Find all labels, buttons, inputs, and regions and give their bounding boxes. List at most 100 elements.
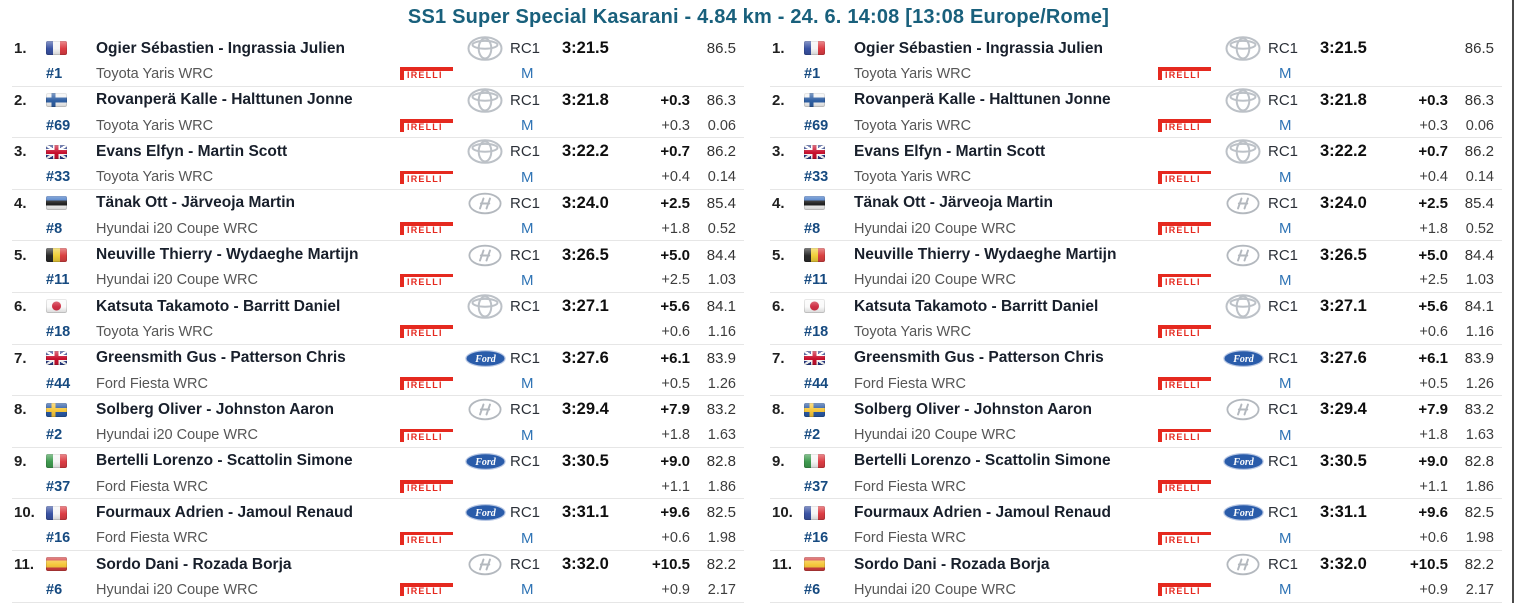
result-row[interactable]: 11. #6 Sordo Dani - Rozada Borja Hyundai… [770,551,1502,603]
average-speed: 82.5 [1464,504,1494,522]
crew-names-link[interactable]: Neuville Thierry - Wydaeghe Martijn [854,246,1117,264]
country-flag-icon [804,143,854,161]
result-row[interactable]: 11. #6 Sordo Dani - Rozada Borja Hyundai… [12,551,744,603]
crew-names-link[interactable]: Sordo Dani - Rozada Borja [96,555,292,573]
crew-names-link[interactable]: Rovanperä Kalle - Halttunen Jonne [96,91,353,109]
result-row[interactable]: 3. #33 Evans Elfyn - Martin Scott Toyota… [770,138,1502,190]
result-row[interactable]: 10. #16 Fourmaux Adrien - Jamoul Renaud … [770,499,1502,551]
crew-names-link[interactable]: Rovanperä Kalle - Halttunen Jonne [854,91,1111,109]
result-row[interactable]: 1. #1 Ogier Sébastien - Ingrassia Julien… [770,35,1502,87]
car-model: Ford Fiesta WRC [854,530,966,547]
manufacturer-logo: Ford [460,244,510,267]
result-row[interactable]: 4. #8 Tänak Ott - Järveoja Martin Hyunda… [770,190,1502,242]
speed-difference: 1.98 [1465,530,1494,547]
crew-names-link[interactable]: Evans Elfyn - Martin Scott [854,142,1046,160]
pirelli-tyre-logo: IRELLI [1158,170,1218,184]
ford-logo-icon: Ford [464,504,506,522]
crew-names-link[interactable]: Solberg Oliver - Johnston Aaron [96,400,334,418]
crew-names-link[interactable]: Greensmith Gus - Patterson Chris [96,349,346,367]
toyota-logo-icon [467,36,503,61]
result-row[interactable]: 6. #18 Katsuta Takamoto - Barritt Daniel… [770,293,1502,345]
car-number: #18 [46,323,71,340]
crew-names-link[interactable]: Greensmith Gus - Patterson Chris [854,349,1104,367]
result-row[interactable]: 8. #2 Solberg Oliver - Johnston Aaron Hy… [12,396,744,448]
average-speed: 82.5 [706,504,736,522]
speed-difference: 2.17 [707,581,736,598]
manufacturer-logo: Ford [1218,36,1268,61]
pirelli-tyre-logo: IRELLI [1158,325,1218,339]
crew-names-link[interactable]: Bertelli Lorenzo - Scattolin Simone [854,452,1111,470]
result-row[interactable]: 5. #11 Neuville Thierry - Wydaeghe Marti… [770,241,1502,293]
class-label: RC1 [510,143,541,161]
results-table-right: 1. #1 Ogier Sébastien - Ingrassia Julien… [758,35,1516,603]
crew-names-link[interactable]: Sordo Dani - Rozada Borja [854,555,1050,573]
result-row[interactable]: 7. #44 Greensmith Gus - Patterson Chris … [770,345,1502,397]
gap-to-previous: +0.4 [661,169,690,186]
result-row[interactable]: 9. #37 Bertelli Lorenzo - Scattolin Simo… [770,448,1502,500]
country-flag-icon [46,91,96,109]
tyre-compound: M [521,375,534,392]
class-label: RC1 [1268,298,1299,316]
pirelli-tyre-logo: IRELLI [1158,67,1218,81]
crew-names-link[interactable]: Evans Elfyn - Martin Scott [96,142,288,160]
manufacturer-logo: Ford [1218,452,1268,470]
car-number: #8 [46,220,63,237]
toyota-logo-icon [1225,294,1261,319]
class-label: RC1 [510,91,541,109]
result-row[interactable]: 1. #1 Ogier Sébastien - Ingrassia Julien… [12,35,744,87]
result-row[interactable]: 8. #2 Solberg Oliver - Johnston Aaron Hy… [770,396,1502,448]
crew-names-link[interactable]: Ogier Sébastien - Ingrassia Julien [854,39,1103,57]
result-row[interactable]: 3. #33 Evans Elfyn - Martin Scott Toyota… [12,138,744,190]
crew-names-link[interactable]: Fourmaux Adrien - Jamoul Renaud [96,503,353,521]
result-row[interactable]: 5. #11 Neuville Thierry - Wydaeghe Marti… [12,241,744,293]
tyre-compound: M [1279,529,1292,547]
result-row[interactable]: 7. #44 Greensmith Gus - Patterson Chris … [12,345,744,397]
country-flag-icon [804,194,854,212]
result-row[interactable]: 10. #16 Fourmaux Adrien - Jamoul Renaud … [12,499,744,551]
crew-names-link[interactable]: Fourmaux Adrien - Jamoul Renaud [854,503,1111,521]
speed-difference: 0.14 [707,169,736,186]
pirelli-tyre-logo: IRELLI [400,67,460,81]
pirelli-icon: IRELLI [1158,428,1211,442]
pirelli-icon: IRELLI [1158,480,1211,494]
svg-text:Ford: Ford [474,457,497,468]
stage-time: 3:21.5 [1320,39,1367,58]
svg-text:Ford: Ford [1232,457,1255,468]
flag-icon [46,93,67,107]
car-number: #2 [804,427,821,444]
crew-names-link[interactable]: Tänak Ott - Järveoja Martin [854,194,1053,212]
pirelli-tyre-logo: IRELLI [400,583,460,597]
result-row[interactable]: 2. #69 Rovanperä Kalle - Halttunen Jonne… [12,87,744,139]
crew-names-link[interactable]: Katsuta Takamoto - Barritt Daniel [96,297,341,315]
class-label: RC1 [510,401,541,419]
stage-time: 3:26.5 [562,245,609,264]
car-model: Toyota Yaris WRC [854,169,972,186]
crew-names-link[interactable]: Ogier Sébastien - Ingrassia Julien [96,39,345,57]
gap-to-leader: +7.9 [1418,401,1448,419]
result-row[interactable]: 4. #8 Tänak Ott - Järveoja Martin Hyunda… [12,190,744,242]
stage-time: 3:24.0 [1320,193,1367,212]
car-model: Toyota Yaris WRC [854,323,972,340]
manufacturer-logo: Ford [460,349,510,367]
class-label: RC1 [1268,246,1299,264]
result-row[interactable]: 9. #37 Bertelli Lorenzo - Scattolin Simo… [12,448,744,500]
crew-names-link[interactable]: Neuville Thierry - Wydaeghe Martijn [96,246,359,264]
average-speed: 84.1 [706,298,736,316]
average-speed: 82.8 [1464,452,1494,470]
car-model: Ford Fiesta WRC [854,375,966,392]
crew-names-link[interactable]: Katsuta Takamoto - Barritt Daniel [854,297,1099,315]
crew-names-link[interactable]: Tänak Ott - Järveoja Martin [96,194,295,212]
speed-difference: 1.98 [707,530,736,547]
gap-to-previous: +0.6 [661,323,690,340]
flag-icon [804,557,825,572]
tyre-compound: M [521,271,534,289]
crew-names-link[interactable]: Bertelli Lorenzo - Scattolin Simone [96,452,353,470]
result-row[interactable]: 6. #18 Katsuta Takamoto - Barritt Daniel… [12,293,744,345]
manufacturer-logo: Ford [1218,349,1268,367]
result-row[interactable]: 2. #69 Rovanperä Kalle - Halttunen Jonne… [770,87,1502,139]
average-speed: 86.3 [1464,91,1494,109]
position-number: 8. [772,401,785,419]
crew-names-link[interactable]: Solberg Oliver - Johnston Aaron [854,400,1092,418]
class-label: RC1 [1268,452,1299,470]
country-flag-icon [804,246,854,264]
